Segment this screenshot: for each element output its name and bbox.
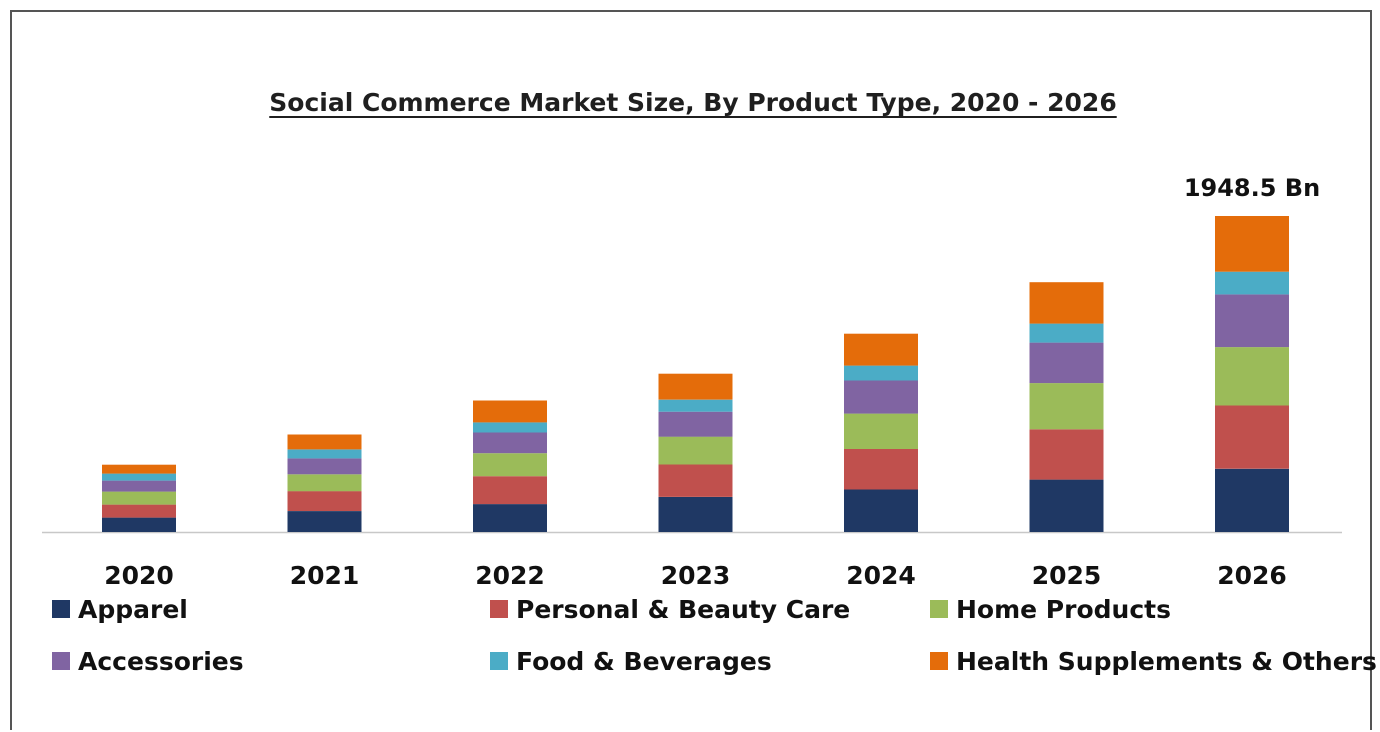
bar-segment [844,489,918,532]
legend-swatch [490,652,508,670]
bar-segment [473,453,547,477]
bar-segment [658,464,733,497]
x-tick-label: 2024 [846,561,916,590]
legend-item: Personal & Beauty Care [490,592,850,626]
x-tick-label: 2021 [290,561,360,590]
bar-segment [1215,468,1289,532]
bar-segment [287,449,362,459]
bar-segment [473,432,547,454]
bar-segment [473,422,547,433]
bar-segment [658,411,733,437]
legend-label: Accessories [78,646,244,676]
chart-title: Social Commerce Market Size, By Product … [269,88,1117,117]
legend-swatch [490,600,508,618]
legend-item: Accessories [52,644,244,678]
bar-segment [1029,323,1104,343]
bar-segment [287,434,362,450]
x-tick-label: 2022 [475,561,545,590]
legend-swatch [930,652,948,670]
bar-segment [287,491,362,511]
bar-segment [287,458,362,475]
bar-segment [102,464,176,474]
bar-segment [1029,282,1104,324]
legend-item: Home Products [930,592,1171,626]
bar-segment [1029,383,1104,430]
bar-segment [102,517,176,532]
chart-frame: Social Commerce Market Size, By Product … [10,10,1377,730]
bar-segment [102,491,176,505]
legend-swatch [930,600,948,618]
legend-label: Apparel [78,594,188,624]
bar-segment [1029,342,1104,384]
bar-segment [1029,479,1104,532]
bar-segment [473,476,547,505]
legend-swatch [52,600,70,618]
bar-segment [844,365,918,381]
total-annotation: 1948.5 Bn [1184,174,1320,202]
bar-segment [473,400,547,423]
legend-item: Apparel [52,592,188,626]
bar-segment [102,504,176,518]
bar-segment [1215,294,1289,348]
bar-segment [1215,405,1289,469]
legend-label: Home Products [956,594,1171,624]
bar-segment [844,449,918,490]
x-tick-label: 2023 [661,561,731,590]
bar-segment [102,473,176,481]
legend-swatch [52,652,70,670]
legend-label: Health Supplements & Others [956,646,1377,676]
bar-segment [1215,216,1289,272]
bar-segment [1215,271,1289,295]
bar-segment [287,474,362,492]
bar-segment [473,504,547,532]
legend-item: Health Supplements & Others [930,644,1377,678]
bar-segment [844,380,918,414]
bar-segment [1029,429,1104,480]
legend-item: Food & Beverages [490,644,772,678]
x-tick-label: 2020 [104,561,174,590]
bar-segment [658,373,733,400]
legend-label: Personal & Beauty Care [516,594,851,624]
bar-segment [658,436,733,465]
bar-segment [658,399,733,412]
bar-segment [1215,347,1289,406]
bar-segment [102,480,176,492]
x-tick-label: 2025 [1032,561,1102,590]
bar-segment [287,511,362,532]
x-tick-label: 2026 [1217,561,1287,590]
bar-segment [844,413,918,449]
chart-plot: 2020 2021 2022 2023 2024 2025 2026 1948.5 Bn [42,174,1342,590]
bar-segment [658,497,733,532]
legend-label: Food & Beverages [516,646,772,676]
bar-segment [844,333,918,366]
